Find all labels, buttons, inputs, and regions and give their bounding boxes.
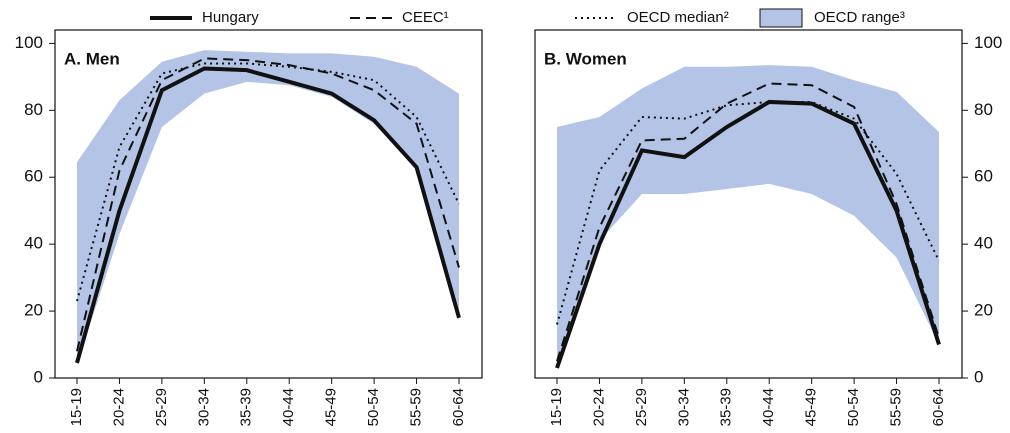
y-tick-label: 80 (24, 100, 43, 119)
legend-label: OECD median² (627, 9, 729, 26)
x-tick-label: 60-64 (930, 388, 947, 426)
range-area (77, 50, 459, 365)
x-tick-label: 20-24 (110, 388, 127, 426)
x-tick-label: 50-54 (365, 388, 382, 426)
y-tick-label: 100 (15, 33, 43, 52)
y-tick-label: 0 (974, 367, 983, 386)
legend-label: Hungary (202, 9, 259, 26)
series-line (76, 62, 460, 302)
legend-swatch (759, 8, 803, 28)
x-tick-label: 40-44 (280, 388, 297, 426)
series-line (555, 99, 941, 369)
y-tick-label: 0 (34, 367, 43, 386)
legend-label: OECD range³ (814, 9, 905, 26)
x-tick-label: 20-24 (590, 388, 607, 426)
x-tick-label: 15-19 (548, 388, 565, 426)
y-tick-label: 60 (974, 167, 993, 186)
x-tick-label: 45-49 (803, 388, 820, 426)
x-tick-label: 55-59 (888, 388, 905, 426)
x-tick-label: 35-39 (238, 388, 255, 426)
x-tick-label: 40-44 (760, 388, 777, 426)
x-tick-label: 50-54 (845, 388, 862, 426)
y-tick-label: 80 (974, 100, 993, 119)
panel-label: A. Men (64, 49, 120, 68)
series-line (556, 100, 940, 325)
series-line (75, 66, 461, 364)
x-tick-label: 25-29 (153, 388, 170, 426)
series-line (556, 82, 940, 362)
x-tick-label: 30-34 (195, 388, 212, 426)
panel-label: B. Women (544, 49, 627, 68)
plot-frame (534, 29, 963, 379)
x-tick-label: 55-59 (408, 388, 425, 426)
y-tick-label: 40 (974, 234, 993, 253)
x-tick-label: 35-39 (718, 388, 735, 426)
y-tick-label: 20 (974, 301, 993, 320)
y-tick-label: 40 (24, 234, 43, 253)
x-tick-label: 45-49 (323, 388, 340, 426)
legend-label: CEEC¹ (402, 9, 449, 26)
plot-frame (54, 29, 483, 379)
x-tick-label: 60-64 (450, 388, 467, 426)
x-tick-label: 25-29 (633, 388, 650, 426)
series-line (76, 57, 460, 352)
x-tick-label: 15-19 (68, 388, 85, 426)
range-area (557, 65, 939, 368)
y-tick-label: 20 (24, 301, 43, 320)
x-tick-label: 30-34 (675, 388, 692, 426)
y-tick-label: 100 (974, 33, 1002, 52)
y-tick-label: 60 (24, 167, 43, 186)
